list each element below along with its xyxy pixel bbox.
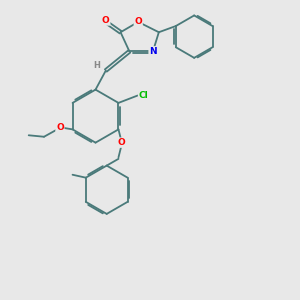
Text: O: O bbox=[118, 138, 125, 147]
Text: O: O bbox=[56, 123, 64, 132]
Text: N: N bbox=[149, 47, 157, 56]
Text: Cl: Cl bbox=[139, 91, 148, 100]
Text: O: O bbox=[102, 16, 110, 25]
Text: O: O bbox=[134, 17, 142, 26]
Text: H: H bbox=[94, 61, 100, 70]
